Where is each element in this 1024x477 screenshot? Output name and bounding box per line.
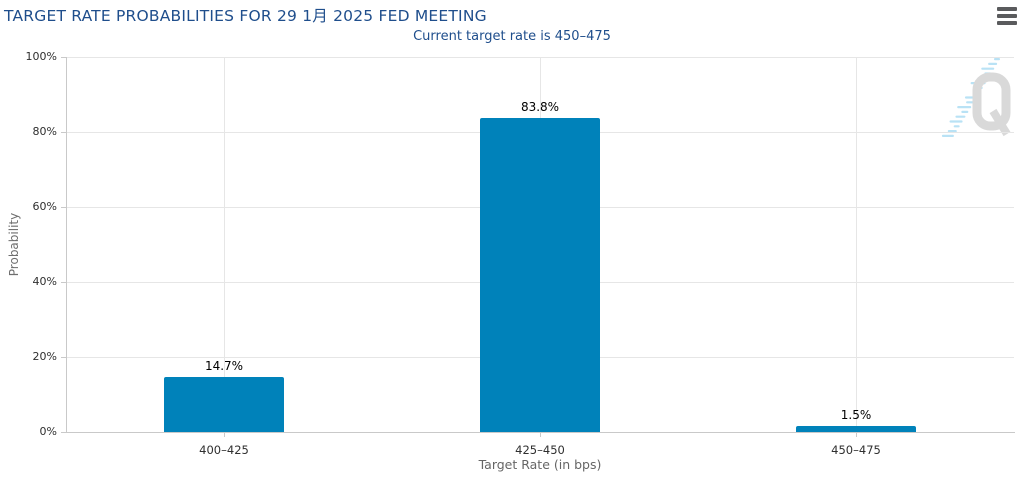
y-axis-tick-label: 80% xyxy=(32,125,57,138)
y-axis-tick xyxy=(61,357,66,358)
x-axis-tick xyxy=(224,432,225,437)
bar-value-label: 14.7% xyxy=(204,358,244,373)
probability-bar[interactable] xyxy=(480,117,600,432)
y-axis-tick-label: 40% xyxy=(32,275,57,288)
x-axis-tick-label: 425–450 xyxy=(515,443,565,457)
x-axis-line xyxy=(66,432,1015,433)
probability-bar[interactable] xyxy=(796,426,916,432)
chart-subtitle: Current target rate is 450–475 xyxy=(413,29,611,44)
probability-bar[interactable] xyxy=(164,376,284,432)
hamburger-icon xyxy=(997,7,1017,11)
x-axis-tick-label: 450–475 xyxy=(831,443,881,457)
chart-title: TARGET RATE PROBABILITIES FOR 29 1月 2025… xyxy=(4,7,487,25)
y-axis-tick-label: 0% xyxy=(39,425,57,438)
y-axis-tick-label: 20% xyxy=(32,350,57,363)
y-axis-tick xyxy=(61,132,66,133)
y-axis-tick xyxy=(61,57,66,58)
chart-menu-button[interactable] xyxy=(997,7,1017,28)
gridline-vertical xyxy=(856,57,857,432)
x-axis-title: Target Rate (in bps) xyxy=(478,457,602,472)
x-axis-tick xyxy=(856,432,857,437)
y-axis-tick xyxy=(61,282,66,283)
bar-value-label: 83.8% xyxy=(520,99,560,114)
q-logo-watermark xyxy=(941,58,1011,137)
y-axis-tick-label: 60% xyxy=(32,200,57,213)
y-axis-tick xyxy=(61,207,66,208)
y-axis-tick xyxy=(61,432,66,433)
gridline-vertical xyxy=(224,57,225,432)
hamburger-icon xyxy=(997,14,1017,18)
bar-value-label: 1.5% xyxy=(840,408,872,423)
y-axis-tick-label: 100% xyxy=(25,50,57,63)
hamburger-icon xyxy=(997,21,1017,25)
y-axis-title: Probability xyxy=(7,212,21,277)
x-axis-tick-label: 400–425 xyxy=(199,443,249,457)
x-axis-tick xyxy=(540,432,541,437)
y-axis-line xyxy=(66,57,67,432)
